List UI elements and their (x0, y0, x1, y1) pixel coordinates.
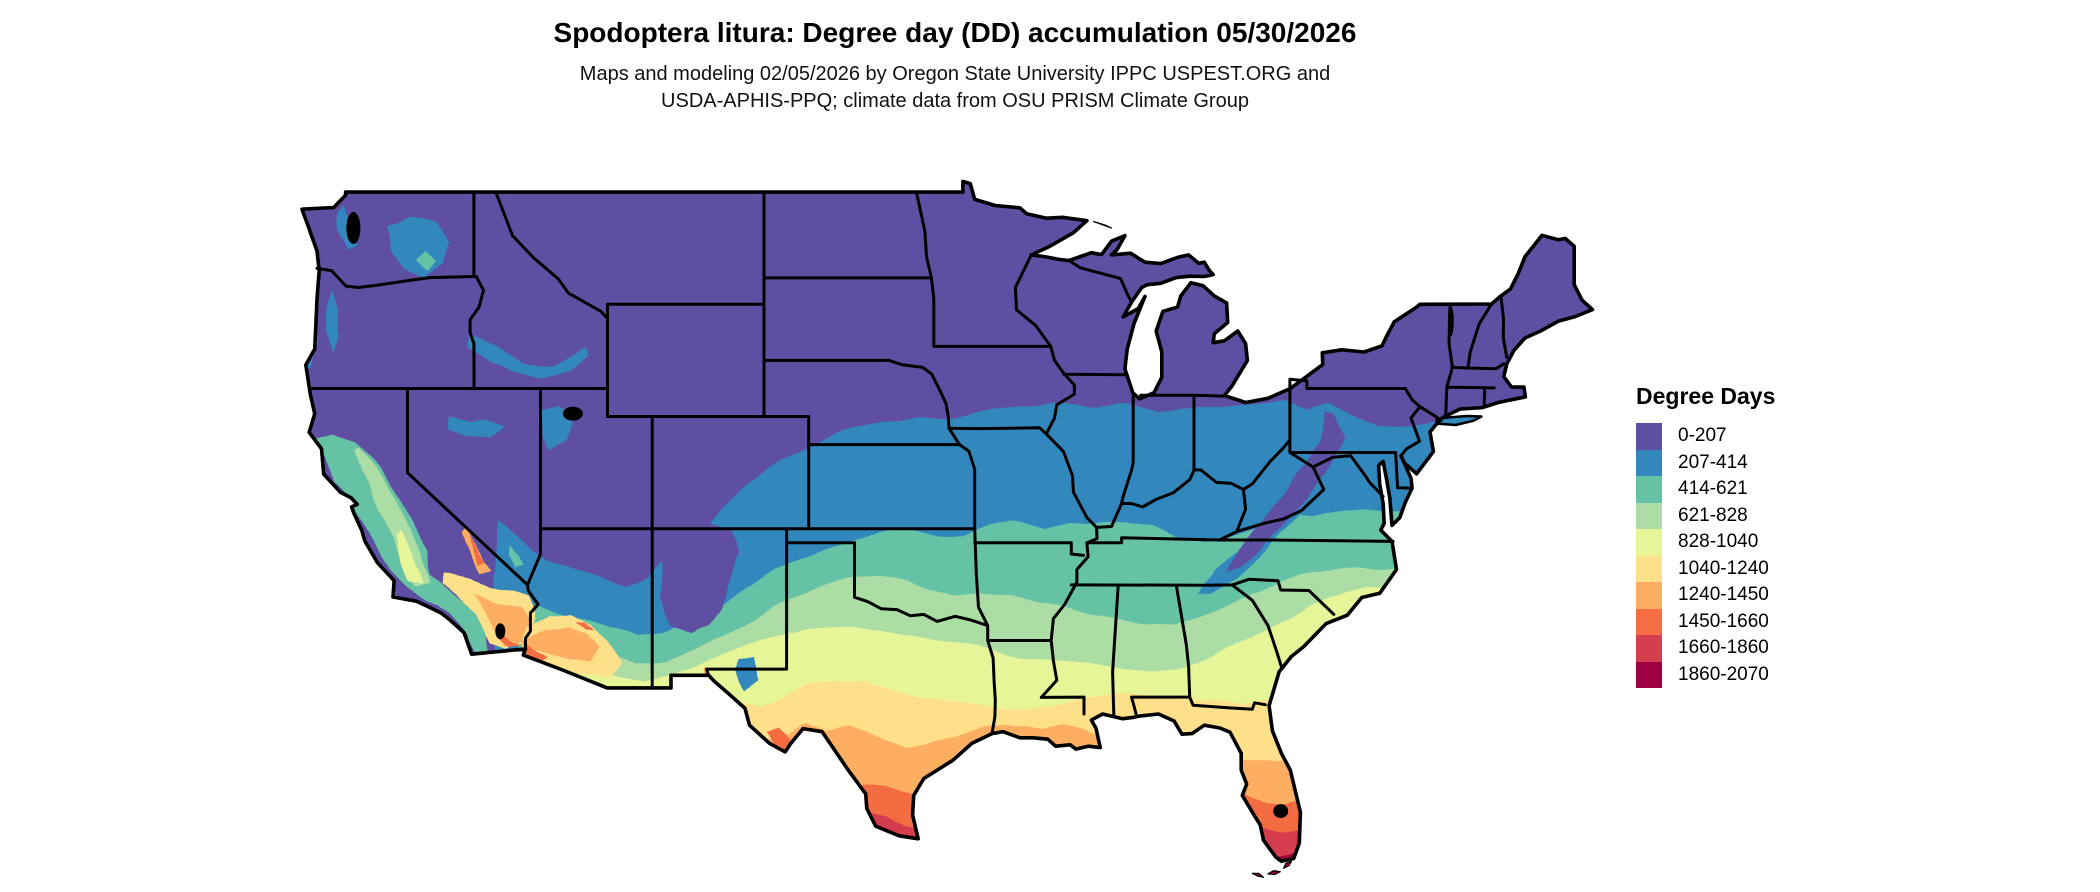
lake-marker (562, 406, 583, 421)
map-region-1450-1660 (572, 622, 596, 633)
legend-label: 1040-1240 (1678, 557, 1769, 579)
map-region-828-1040 (394, 528, 426, 583)
florida-keys (1267, 870, 1281, 876)
legend: Degree Days 0-207 207-414 414-621 621-828 82… (1636, 383, 1775, 688)
map-region-414-621 (416, 251, 439, 271)
map-region-1040-1240 (675, 666, 1593, 862)
florida-keys (1283, 860, 1292, 869)
page-title: Spodoptera litura: Degree day (DD) accum… (553, 17, 1357, 48)
legend-label: 0-207 (1678, 425, 1727, 447)
isle-royale (1093, 220, 1113, 229)
legend-label: 1860-2070 (1678, 663, 1769, 685)
legend-label: 621-828 (1678, 504, 1748, 526)
legend-swatch (1636, 502, 1662, 529)
map-region-1450-1660 (470, 537, 486, 566)
legend-label: 414-621 (1678, 478, 1748, 500)
us-outline (300, 179, 1595, 864)
long-island (1435, 414, 1483, 427)
lake-marker (346, 212, 361, 244)
legend-items: 0-207 207-414 414-621 621-828 828-1040 1040-1… (1636, 423, 1775, 688)
map-region-207-414 (470, 335, 589, 378)
map-region-1450-1660 (767, 726, 792, 754)
legend-swatch (1636, 635, 1662, 662)
legend-swatch (1636, 582, 1662, 609)
legend-label: 1450-1660 (1678, 610, 1769, 632)
legend-item: 0-207 (1636, 423, 1775, 450)
legend-label: 828-1040 (1678, 531, 1759, 553)
subtitle-line2: USDA-APHIS-PPQ; climate data from OSU PR… (661, 90, 1249, 112)
legend-item: 828-1040 (1636, 529, 1775, 556)
legend-item: 621-828 (1636, 502, 1775, 529)
legend-item: 1040-1240 (1636, 555, 1775, 582)
legend-swatch (1636, 449, 1662, 476)
lake-marker (495, 623, 506, 640)
subtitle-line1: Maps and modeling 02/05/2026 by Oregon S… (579, 63, 1331, 85)
legend-swatch (1636, 555, 1662, 582)
map-region-1450-1660 (499, 629, 524, 648)
map-region-0-207 (653, 514, 741, 633)
legend-swatch (1636, 661, 1662, 688)
state-borders (309, 190, 1509, 736)
map-region-1240-1450 (474, 596, 531, 647)
map-region-1240-1450 (528, 627, 600, 664)
legend-swatch (1636, 608, 1662, 635)
legend-title: Degree Days (1636, 383, 1776, 409)
map-color-fill (302, 181, 1593, 862)
map-region-621-828 (353, 447, 433, 585)
legend-label: 207-414 (1678, 451, 1748, 473)
map-region-207-414 (445, 416, 506, 437)
legend-item: 414-621 (1636, 476, 1775, 503)
legend-swatch (1636, 529, 1662, 556)
legend-item: 1240-1450 (1636, 582, 1775, 609)
map-islands (1093, 220, 1483, 878)
florida-keys (1251, 872, 1265, 878)
legend-item: 1860-2070 (1636, 661, 1775, 688)
map-region-207-414 (327, 287, 341, 352)
legend-swatch (1636, 476, 1662, 503)
legend-label: 1240-1450 (1678, 584, 1769, 606)
legend-label: 1660-1860 (1678, 637, 1769, 659)
lake-marker (1273, 804, 1289, 819)
legend-item: 1660-1860 (1636, 635, 1775, 662)
map-region-207-414 (733, 657, 759, 689)
legend-swatch (1636, 423, 1662, 450)
map-region-414-621 (510, 545, 526, 569)
legend-item: 1450-1660 (1636, 608, 1775, 635)
header: Spodoptera litura: Degree day (DD) accum… (25, 18, 1885, 115)
map-region-1450-1660 (524, 642, 551, 663)
legend-item: 207-414 (1636, 449, 1775, 476)
